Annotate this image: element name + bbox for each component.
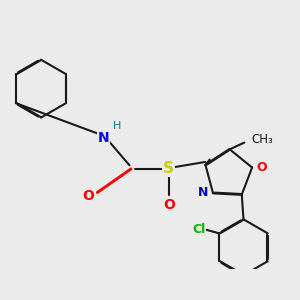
Text: Cl: Cl bbox=[192, 224, 206, 236]
Text: O: O bbox=[256, 161, 267, 174]
Text: N: N bbox=[198, 186, 208, 200]
Text: S: S bbox=[163, 161, 174, 176]
Text: H: H bbox=[113, 121, 121, 131]
Text: N: N bbox=[98, 131, 110, 145]
Text: O: O bbox=[163, 197, 175, 212]
Text: CH₃: CH₃ bbox=[252, 133, 274, 146]
Text: O: O bbox=[83, 189, 94, 203]
